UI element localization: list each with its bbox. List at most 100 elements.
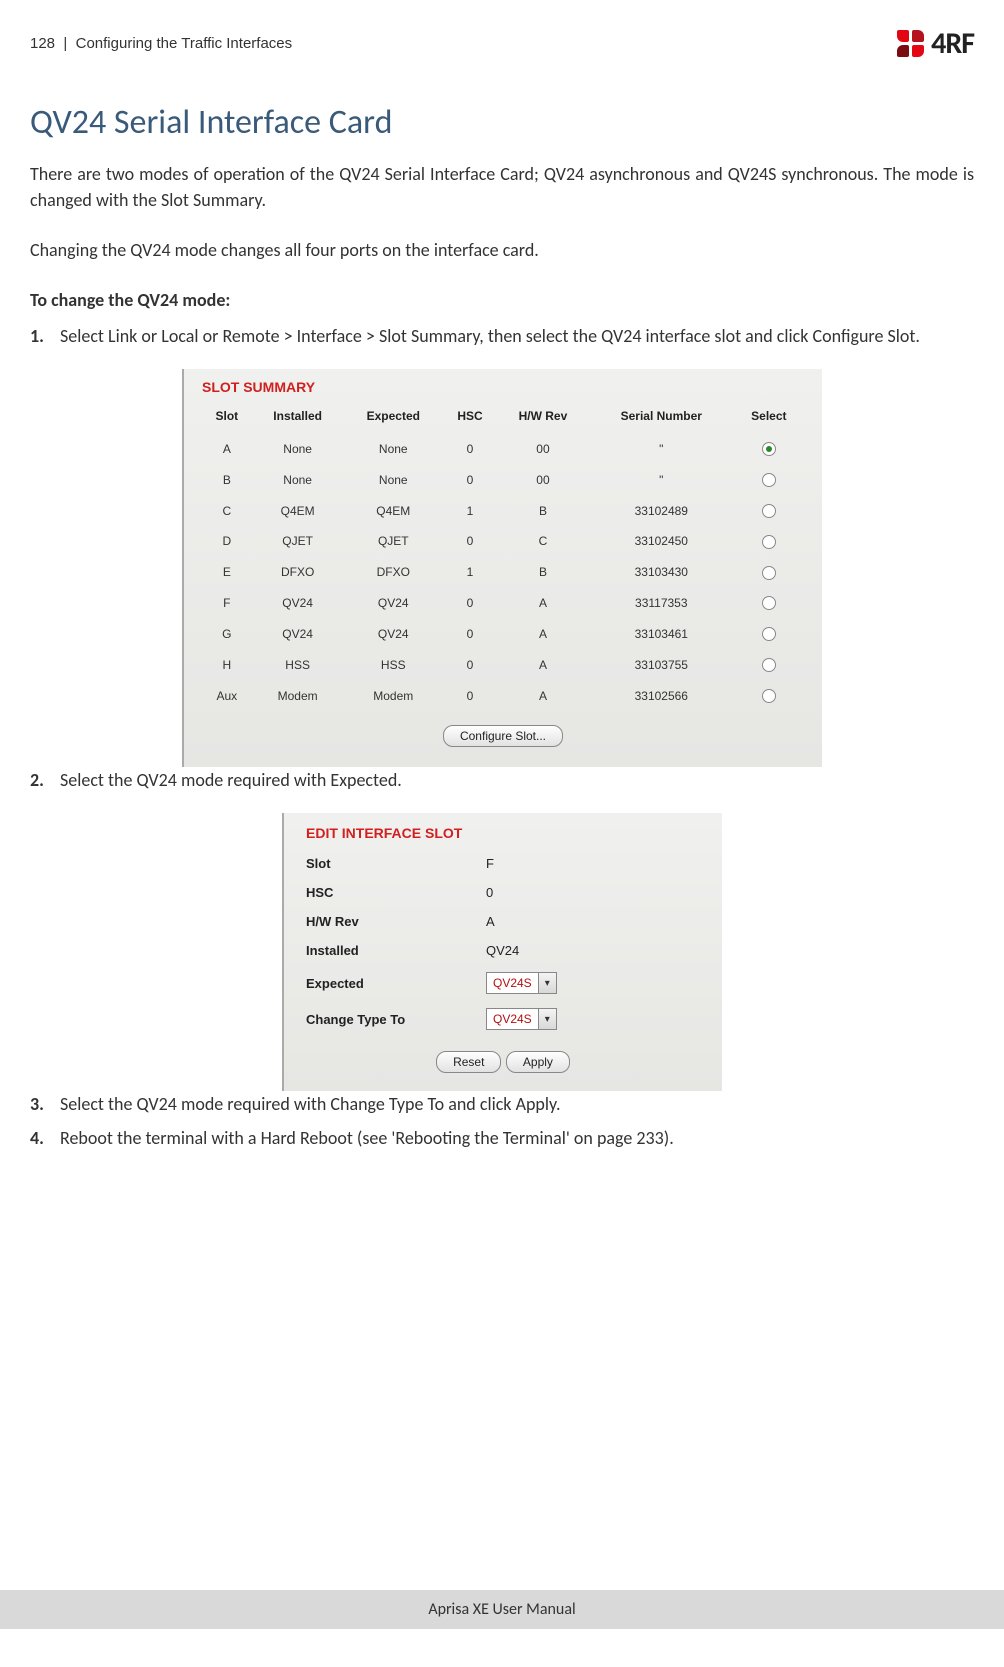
cell-serial: 33117353 (589, 588, 734, 619)
select-radio[interactable] (762, 535, 776, 549)
slot-summary-title: SLOT SUMMARY (202, 379, 804, 395)
table-row: GQV24QV240A33103461 (202, 618, 804, 649)
cell-expected: Q4EM (344, 495, 443, 526)
cell-expected: None (344, 464, 443, 495)
cell-slot: D (202, 526, 252, 557)
select-radio[interactable] (762, 566, 776, 580)
cell-serial: 33103461 (589, 618, 734, 649)
cell-hsc: 1 (443, 557, 497, 588)
header-sep: | (63, 35, 67, 52)
page-title: QV24 Serial Interface Card (30, 102, 974, 143)
edit-row-installed: Installed QV24 (306, 936, 700, 965)
reset-button[interactable]: Reset (436, 1051, 501, 1073)
expected-select-value: QV24S (487, 976, 538, 990)
cell-hw: A (497, 588, 589, 619)
select-radio[interactable] (762, 627, 776, 641)
slot-summary-panel: SLOT SUMMARY Slot Installed Expected HSC… (182, 369, 822, 766)
table-row: CQ4EMQ4EM1B33102489 (202, 495, 804, 526)
col-select: Select (734, 403, 804, 433)
cell-hw: 00 (497, 464, 589, 495)
header-section: Configuring the Traffic Interfaces (76, 35, 293, 52)
page-number: 128 (30, 35, 55, 52)
step-1: Select Link or Local or Remote > Interfa… (30, 323, 974, 349)
select-radio[interactable] (762, 442, 776, 456)
table-row: AuxModemModem0A33102566 (202, 680, 804, 711)
edit-hw-label: H/W Rev (306, 914, 486, 929)
header-left: 128 | Configuring the Traffic Interfaces (30, 35, 292, 52)
edit-slot-label: Slot (306, 856, 486, 871)
step-3: Select the QV24 mode required with Chang… (30, 1091, 974, 1117)
step-4: Reboot the terminal with a Hard Reboot (… (30, 1125, 974, 1151)
intro-text: There are two modes of operation of the … (30, 161, 974, 213)
cell-expected: None (344, 433, 443, 464)
cell-slot: G (202, 618, 252, 649)
step-2: Select the QV24 mode required with Expec… (30, 767, 974, 793)
cell-expected: QJET (344, 526, 443, 557)
table-row: HHSSHSS0A33103755 (202, 649, 804, 680)
table-row: EDFXODFXO1B33103430 (202, 557, 804, 588)
cell-serial: 33103430 (589, 557, 734, 588)
select-radio[interactable] (762, 473, 776, 487)
cell-expected: QV24 (344, 588, 443, 619)
col-hwrev: H/W Rev (497, 403, 589, 433)
cell-select (734, 588, 804, 619)
edit-expected-label: Expected (306, 976, 486, 991)
col-serial: Serial Number (589, 403, 734, 433)
cell-hw: A (497, 618, 589, 649)
select-radio[interactable] (762, 689, 776, 703)
cell-select (734, 680, 804, 711)
cell-hw: A (497, 680, 589, 711)
cell-hsc: 0 (443, 464, 497, 495)
col-expected: Expected (344, 403, 443, 433)
cell-hw: B (497, 495, 589, 526)
chevron-down-icon: ▾ (538, 973, 556, 993)
cell-hw: A (497, 649, 589, 680)
cell-hsc: 1 (443, 495, 497, 526)
logo-icon (897, 30, 925, 58)
edit-row-expected: Expected QV24S ▾ (306, 965, 700, 1001)
change-type-select[interactable]: QV24S ▾ (486, 1008, 557, 1030)
cell-select (734, 649, 804, 680)
cell-hw: 00 (497, 433, 589, 464)
edit-row-slot: Slot F (306, 849, 700, 878)
cell-select (734, 464, 804, 495)
change-type-select-value: QV24S (487, 1012, 538, 1026)
col-installed: Installed (252, 403, 344, 433)
cell-slot: A (202, 433, 252, 464)
table-row: ANoneNone000" (202, 433, 804, 464)
cell-select (734, 433, 804, 464)
edit-row-hsc: HSC 0 (306, 878, 700, 907)
edit-slot-panel: EDIT INTERFACE SLOT Slot F HSC 0 H/W Rev… (282, 813, 722, 1091)
chevron-down-icon: ▾ (538, 1009, 556, 1029)
brand-logo: 4RF (897, 25, 974, 62)
logo-text: 4RF (931, 25, 974, 62)
cell-installed: None (252, 433, 344, 464)
edit-installed-value: QV24 (486, 943, 700, 958)
cell-installed: QV24 (252, 618, 344, 649)
cell-installed: Modem (252, 680, 344, 711)
edit-installed-label: Installed (306, 943, 486, 958)
expected-select[interactable]: QV24S ▾ (486, 972, 557, 994)
cell-installed: QJET (252, 526, 344, 557)
cell-installed: None (252, 464, 344, 495)
cell-expected: Modem (344, 680, 443, 711)
cell-slot: F (202, 588, 252, 619)
select-radio[interactable] (762, 658, 776, 672)
page-footer: Aprisa XE User Manual (0, 1590, 1004, 1629)
cell-expected: QV24 (344, 618, 443, 649)
select-radio[interactable] (762, 504, 776, 518)
cell-hw: C (497, 526, 589, 557)
cell-serial: 33102489 (589, 495, 734, 526)
table-row: DQJETQJET0C33102450 (202, 526, 804, 557)
cell-hsc: 0 (443, 588, 497, 619)
select-radio[interactable] (762, 596, 776, 610)
cell-slot: C (202, 495, 252, 526)
cell-select (734, 618, 804, 649)
cell-serial: " (589, 464, 734, 495)
cell-hsc: 0 (443, 618, 497, 649)
configure-slot-button[interactable]: Configure Slot... (443, 725, 563, 747)
cell-hw: B (497, 557, 589, 588)
apply-button[interactable]: Apply (506, 1051, 570, 1073)
cell-expected: DFXO (344, 557, 443, 588)
cell-installed: QV24 (252, 588, 344, 619)
